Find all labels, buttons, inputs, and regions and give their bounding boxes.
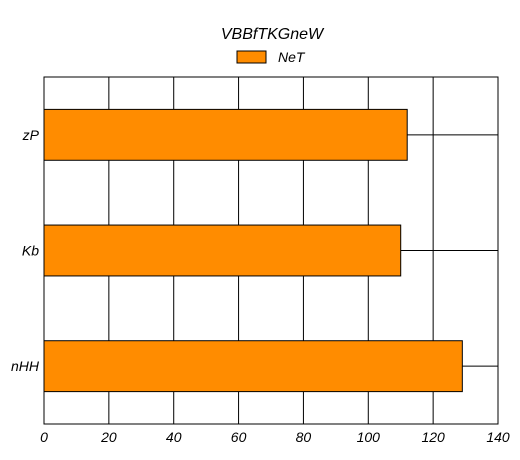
plot-area: nHH Kb zP 0 20 40 60 80 100 120 140 bbox=[11, 76, 510, 445]
x-tick-label: 120 bbox=[421, 429, 445, 445]
x-tick-label: 0 bbox=[40, 429, 48, 445]
legend-swatch bbox=[236, 50, 267, 64]
x-tick-label: 60 bbox=[231, 429, 247, 445]
x-tick-label: 20 bbox=[100, 429, 117, 445]
legend: NeT bbox=[236, 49, 306, 65]
x-tick-label: 80 bbox=[296, 429, 312, 445]
x-tick-label: 140 bbox=[486, 429, 510, 445]
x-tick-label: 40 bbox=[166, 429, 182, 445]
y-tick-label: Kb bbox=[22, 243, 39, 259]
chart-title: VBBfTKGneW bbox=[221, 26, 325, 43]
bar-kb bbox=[43, 224, 402, 277]
plot-frame bbox=[43, 76, 499, 425]
y-tick-label: zP bbox=[22, 127, 40, 143]
bar-zp bbox=[43, 108, 408, 161]
bar-nhh bbox=[43, 340, 463, 393]
legend-label: NeT bbox=[278, 49, 306, 65]
x-tick-label: 100 bbox=[357, 429, 381, 445]
y-tick-label: nHH bbox=[11, 358, 40, 374]
